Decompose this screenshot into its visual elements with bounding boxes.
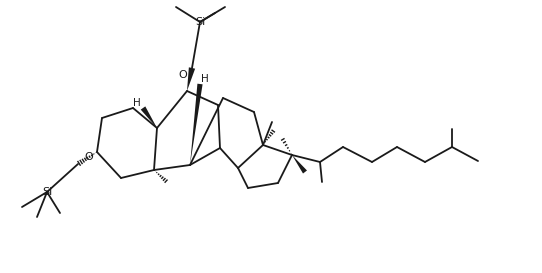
Polygon shape xyxy=(292,155,307,174)
Polygon shape xyxy=(187,67,195,91)
Text: O: O xyxy=(85,152,93,162)
Text: O: O xyxy=(179,70,188,80)
Polygon shape xyxy=(190,84,203,165)
Text: H: H xyxy=(133,98,141,108)
Text: Si: Si xyxy=(195,17,205,27)
Text: Si: Si xyxy=(42,187,52,197)
Text: H: H xyxy=(201,74,209,84)
Polygon shape xyxy=(141,106,157,128)
